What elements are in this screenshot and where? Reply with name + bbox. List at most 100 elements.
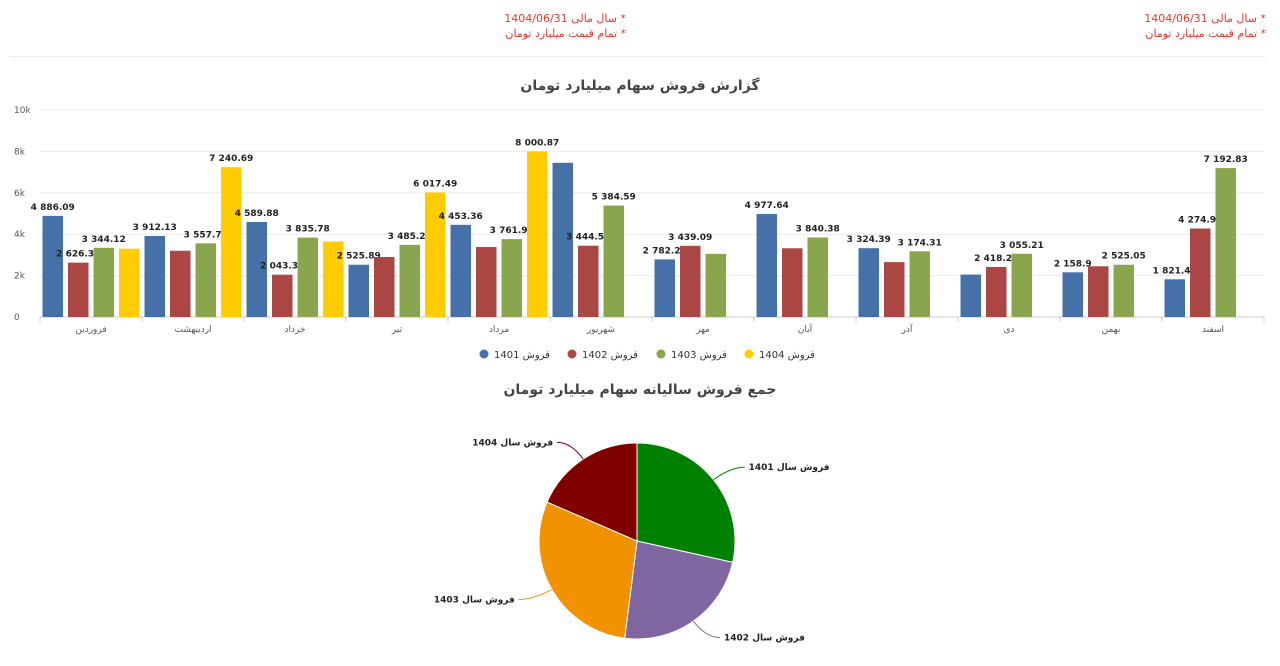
bar — [195, 243, 216, 317]
pie-label: فروش سال 1404 — [472, 438, 553, 448]
data-label: 3 835.78 — [286, 225, 330, 235]
bar — [221, 167, 242, 317]
legend-item[interactable]: فروش 1404 — [759, 350, 815, 361]
bar — [782, 248, 803, 317]
legend-item[interactable]: فروش 1402 — [582, 350, 638, 361]
category-label: شهریور — [586, 325, 615, 335]
data-label: 4 274.94 — [1178, 216, 1222, 226]
y-tick-label: 8k — [14, 147, 26, 157]
data-label: 4 589.88 — [235, 209, 279, 219]
bar-legend: فروش 1401 فروش 1402 فروش 1403 فروش 1404 — [479, 349, 815, 361]
pie-slice — [624, 540, 734, 640]
data-label: 2 158.9 — [1054, 259, 1092, 269]
pie-label: فروش سال 1403 — [434, 595, 515, 605]
category-label: فروردین — [75, 325, 106, 335]
data-label: 3 840.38 — [796, 225, 840, 235]
pie-connector — [518, 589, 553, 600]
bar — [960, 274, 981, 317]
bar — [399, 244, 420, 317]
bar — [1011, 253, 1032, 317]
note-price-unit: * تمام قیمت میلیارد تومان — [505, 27, 626, 40]
legend-marker — [479, 349, 489, 359]
bar — [297, 237, 318, 317]
note-fiscal-year: * سال مالی 1404/06/31 — [1144, 12, 1266, 25]
y-tick-label: 0 — [14, 313, 20, 323]
legend-marker — [656, 349, 666, 359]
data-label: 3 439.09 — [668, 233, 712, 243]
data-label: 6 017.49 — [413, 179, 457, 189]
bar — [348, 264, 369, 317]
legend-marker — [567, 349, 577, 359]
data-label: 2 525.05 — [1102, 252, 1146, 262]
data-label: 5 384.59 — [592, 193, 636, 203]
bar — [425, 192, 446, 317]
y-tick-label: 10k — [14, 106, 31, 116]
bar — [119, 248, 140, 317]
bar — [552, 162, 573, 317]
pie-connector — [713, 466, 745, 481]
data-label: 3 324.39 — [847, 235, 891, 245]
bar — [476, 247, 497, 317]
pie-connector — [557, 441, 584, 460]
data-label: 8 000.87 — [515, 138, 559, 148]
bar — [374, 256, 395, 317]
category-label: آذر — [901, 323, 913, 335]
data-label: 1 821.49 — [1153, 266, 1197, 276]
bar — [323, 241, 344, 317]
y-tick-label: 4k — [14, 230, 26, 240]
data-label: 2 043.36 — [260, 262, 304, 272]
bar — [1062, 272, 1083, 317]
note-right: * سال مالی 1404/06/31 * تمام قیمت میلیار… — [1060, 11, 1266, 41]
bar-chart-title: گزارش فروش سهام میلیارد تومان — [520, 78, 760, 94]
pie-label: فروش سال 1401 — [749, 463, 830, 473]
data-label: 3 344.12 — [82, 235, 126, 245]
bar — [603, 205, 624, 317]
data-label: 2 626.32 — [56, 250, 100, 260]
category-label: دی — [1003, 325, 1014, 335]
y-tick-label: 2k — [14, 272, 26, 282]
bar — [246, 221, 267, 317]
category-label: خرداد — [284, 325, 305, 335]
category-label: اردیبهشت — [174, 325, 211, 335]
bar — [578, 245, 599, 317]
bar — [42, 215, 63, 317]
data-label: 3 174.31 — [898, 238, 942, 248]
bar — [858, 248, 879, 317]
data-label: 3 557.78 — [184, 230, 228, 240]
legend-marker — [744, 349, 754, 359]
data-label: 3 055.21 — [1000, 241, 1044, 251]
data-label: 7 240.69 — [209, 154, 253, 164]
data-label: 3 444.58 — [566, 233, 610, 243]
data-label: 7 192.83 — [1204, 155, 1248, 165]
bar — [527, 151, 548, 317]
bar — [272, 274, 293, 317]
legend-item[interactable]: فروش 1401 — [494, 350, 550, 361]
bar — [501, 239, 522, 317]
bar — [756, 213, 777, 317]
bar — [68, 262, 89, 317]
pie-chart-title: جمع فروش سالیانه سهام میلیارد تومان — [503, 382, 777, 398]
bar — [884, 262, 905, 317]
header-divider — [10, 56, 1266, 57]
category-label: تیر — [391, 325, 403, 335]
note-price-unit: * تمام قیمت میلیارد تومان — [1145, 27, 1266, 40]
bar — [144, 236, 165, 317]
bar — [680, 245, 701, 317]
data-label: 4 453.36 — [439, 212, 483, 222]
bar — [1190, 228, 1211, 317]
data-label: 2 782.25 — [643, 246, 687, 256]
legend-item[interactable]: فروش 1403 — [671, 350, 727, 361]
bar — [170, 250, 191, 317]
data-label: 2 525.89 — [337, 252, 381, 262]
bar — [1088, 266, 1109, 317]
data-label: 3 912.13 — [133, 223, 177, 233]
category-label: مرداد — [489, 325, 509, 335]
bar — [1164, 279, 1185, 317]
pie-slice — [538, 501, 638, 639]
category-label: آبان — [798, 323, 813, 335]
data-label: 3 761.93 — [490, 226, 534, 236]
data-label: 3 485.22 — [388, 232, 432, 242]
data-label: 4 977.64 — [745, 201, 789, 211]
bar-chart: 0 2k 4k 6k 8k 10k فروردین 4 886.09 2 626.32 3 344… — [14, 106, 1265, 335]
